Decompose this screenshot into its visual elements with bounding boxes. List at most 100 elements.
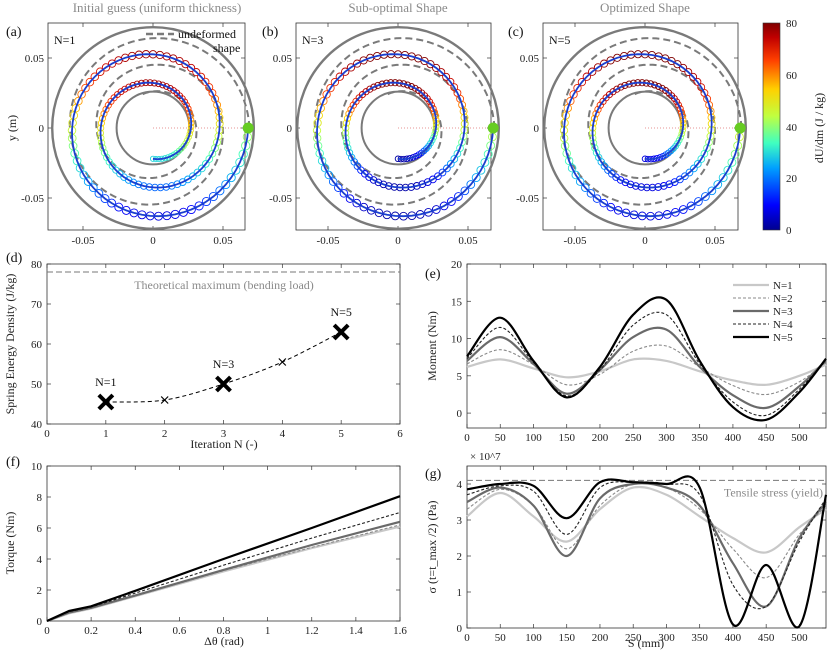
ytick-label: 8: [37, 492, 43, 504]
legend-label: N=2: [773, 293, 793, 305]
anchor-dot: [487, 122, 499, 134]
energy-marker: [366, 85, 374, 93]
energy-marker: [81, 83, 90, 93]
energy-marker: [100, 149, 109, 157]
moment-series-4: [466, 311, 827, 417]
energy-marker: [317, 156, 327, 166]
energy-marker: [183, 101, 190, 109]
energy-marker: [408, 83, 415, 90]
colorbar-tick-40: 40: [786, 122, 798, 134]
energy-marker: [167, 153, 175, 160]
spiral-xtick-label: -0.05: [72, 235, 95, 247]
energy-marker: [359, 202, 369, 212]
energy-marker: [102, 105, 110, 113]
legend-label: N=3: [773, 306, 793, 318]
energy-marker: [670, 178, 679, 186]
xtick-label: 450: [758, 632, 775, 644]
energy-marker: [665, 180, 674, 189]
energy-marker: [689, 72, 698, 81]
chart-d: 0 1 2 3 4 5 6 80 70 60 50 40 Theoretical maximum (be…: [3, 259, 403, 451]
energy-marker: [432, 63, 441, 72]
xtick-label: 0: [464, 432, 470, 444]
iteration-label: N=5: [549, 33, 570, 47]
theoretical-max-label: Theoretical maximum (bending load): [134, 278, 314, 292]
xtick-label: 50: [495, 632, 507, 644]
energy-marker: [582, 72, 591, 81]
energy-marker: [198, 164, 206, 173]
energy-marker: [324, 170, 334, 180]
stress-series-2: [466, 482, 827, 579]
energy-marker: [466, 180, 476, 189]
energy-marker: [181, 60, 190, 69]
torque-series-5: [46, 495, 401, 623]
energy-marker: [412, 152, 420, 160]
energy-marker: [348, 153, 356, 162]
energy-marker: [593, 63, 603, 72]
energy-marker: [730, 149, 740, 159]
ytick-label: 40: [31, 419, 43, 431]
energy-marker: [379, 180, 388, 189]
ytick-label: 70: [31, 299, 43, 311]
energy-marker: [483, 149, 493, 159]
ytick-label: 0: [37, 616, 43, 628]
chart-frame: [466, 263, 827, 429]
energy-marker: [319, 96, 328, 106]
f-xlabel: Δθ (rad): [204, 634, 244, 648]
energy-marker: [659, 152, 667, 160]
energy-marker: [346, 63, 356, 72]
energy-marker: [592, 110, 600, 118]
chart-frame: [466, 465, 827, 629]
energy-marker: [595, 153, 603, 162]
energy-marker: [129, 178, 138, 187]
legend-label: N=4: [773, 319, 793, 331]
xtick-label: 350: [691, 632, 708, 644]
energy-point: [160, 396, 169, 404]
spiral-xtick-label: 0.05: [213, 235, 233, 247]
xtick-label: 300: [658, 432, 675, 444]
spiral-xtick-label: 0: [395, 235, 401, 247]
deformed-spiral-centerline: [316, 53, 495, 218]
energy-marker: [201, 196, 211, 207]
energy-marker: [116, 170, 124, 178]
energy-marker: [235, 157, 245, 168]
ytick-label: 2: [37, 585, 43, 597]
energy-marker: [77, 90, 86, 99]
spiral-ytick-label: -0.05: [21, 193, 44, 205]
anchor-dot: [734, 122, 746, 134]
energy-marker: [670, 145, 677, 152]
legend-undeformed-label: undeformed: [178, 27, 236, 41]
ytick-label: 10: [31, 461, 43, 473]
ytick-label: 10: [451, 334, 463, 346]
energy-marker: [75, 163, 85, 173]
ytick-label: 60: [31, 339, 43, 351]
energy-marker: [596, 101, 604, 109]
panel-label-d: (d): [6, 251, 23, 266]
colorbar-gradient: [762, 22, 781, 231]
energy-marker: [437, 68, 446, 77]
energy-marker: [586, 189, 596, 198]
energy-marker: [125, 83, 133, 91]
stress-series-3: [466, 482, 827, 608]
outer-drum: [296, 25, 501, 231]
xtick-label: 1.4: [349, 625, 363, 637]
xtick-label: 6: [397, 428, 403, 440]
energy-marker: [163, 83, 170, 90]
g-exponent: × 10^7: [470, 451, 501, 463]
panel-label-c: (c): [508, 25, 524, 40]
spiral-xtick-label: -0.05: [317, 235, 340, 247]
torque-series-4: [46, 511, 401, 622]
energy-point-label: N=3: [213, 357, 234, 371]
colorbar-label: dU/dm (J / kg): [812, 93, 826, 163]
spiral-ytick-label: 0: [287, 123, 293, 135]
energy-marker: [460, 186, 470, 196]
xtick-label: 100: [525, 432, 542, 444]
ytick-label: 50: [31, 379, 43, 391]
xtick-label: 0.4: [128, 625, 142, 637]
energy-marker: [423, 145, 430, 152]
energy-point-label: N=5: [330, 305, 351, 319]
deformed-spiral-centerline: [71, 53, 250, 218]
energy-marker: [446, 77, 455, 86]
title-a: Initial guess (uniform thickness): [73, 0, 242, 15]
energy-marker: [316, 104, 325, 113]
xtick-label: 2: [162, 428, 168, 440]
